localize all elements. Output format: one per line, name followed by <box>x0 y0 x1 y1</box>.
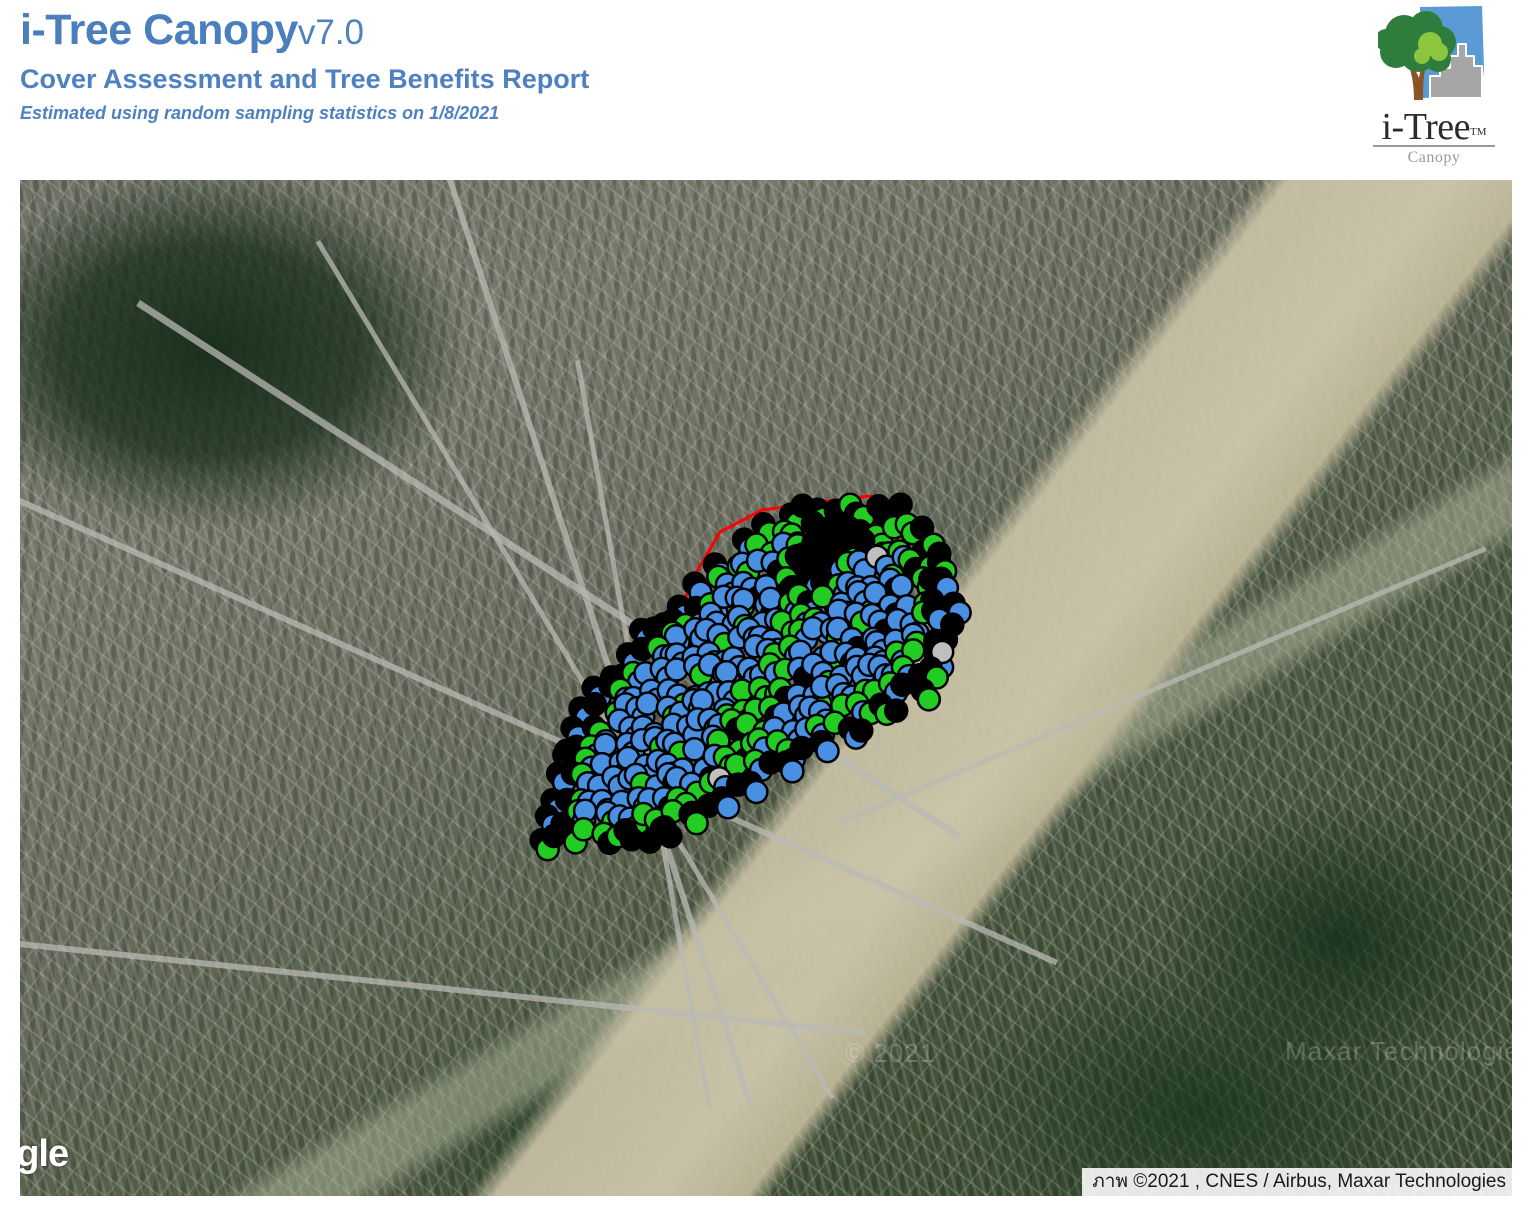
logo-wordmark: i-TreeTM <box>1361 108 1507 146</box>
page-title: i-Tree Canopyv7.0 <box>20 6 1120 54</box>
logo-divider <box>1373 145 1495 147</box>
logo-product-name: Canopy <box>1407 149 1461 166</box>
report-note: Estimated using random sampling statisti… <box>20 103 500 124</box>
tree-city-logo-icon <box>1378 6 1484 100</box>
google-watermark: ogle <box>20 1133 69 1175</box>
itree-canopy-logo: i-TreeTM Canopy <box>1361 4 1507 170</box>
map-attribution: ภาพ ©2021 , CNES / Airbus, Maxar Technol… <box>1082 1168 1512 1196</box>
logo-wordmark-text: i-Tree <box>1381 106 1471 148</box>
app-name: i-Tree Canopy <box>20 6 298 54</box>
imagery-watermark: Maxar Technologies <box>1285 1036 1512 1066</box>
satellite-map[interactable]: © 2021 Maxar Technologies ogle ภาพ ©2021… <box>20 180 1512 1196</box>
trademark-mark: TM <box>1469 126 1487 138</box>
imagery-watermark: © 2021 <box>845 1038 936 1068</box>
report-header: i-Tree Canopyv7.0 Cover Assessment and T… <box>0 0 1529 178</box>
report-subtitle: Cover Assessment and Tree Benefits Repor… <box>20 64 590 95</box>
app-version: v7.0 <box>297 13 365 52</box>
title-block: i-Tree Canopyv7.0 Cover Assessment and T… <box>20 6 1120 124</box>
